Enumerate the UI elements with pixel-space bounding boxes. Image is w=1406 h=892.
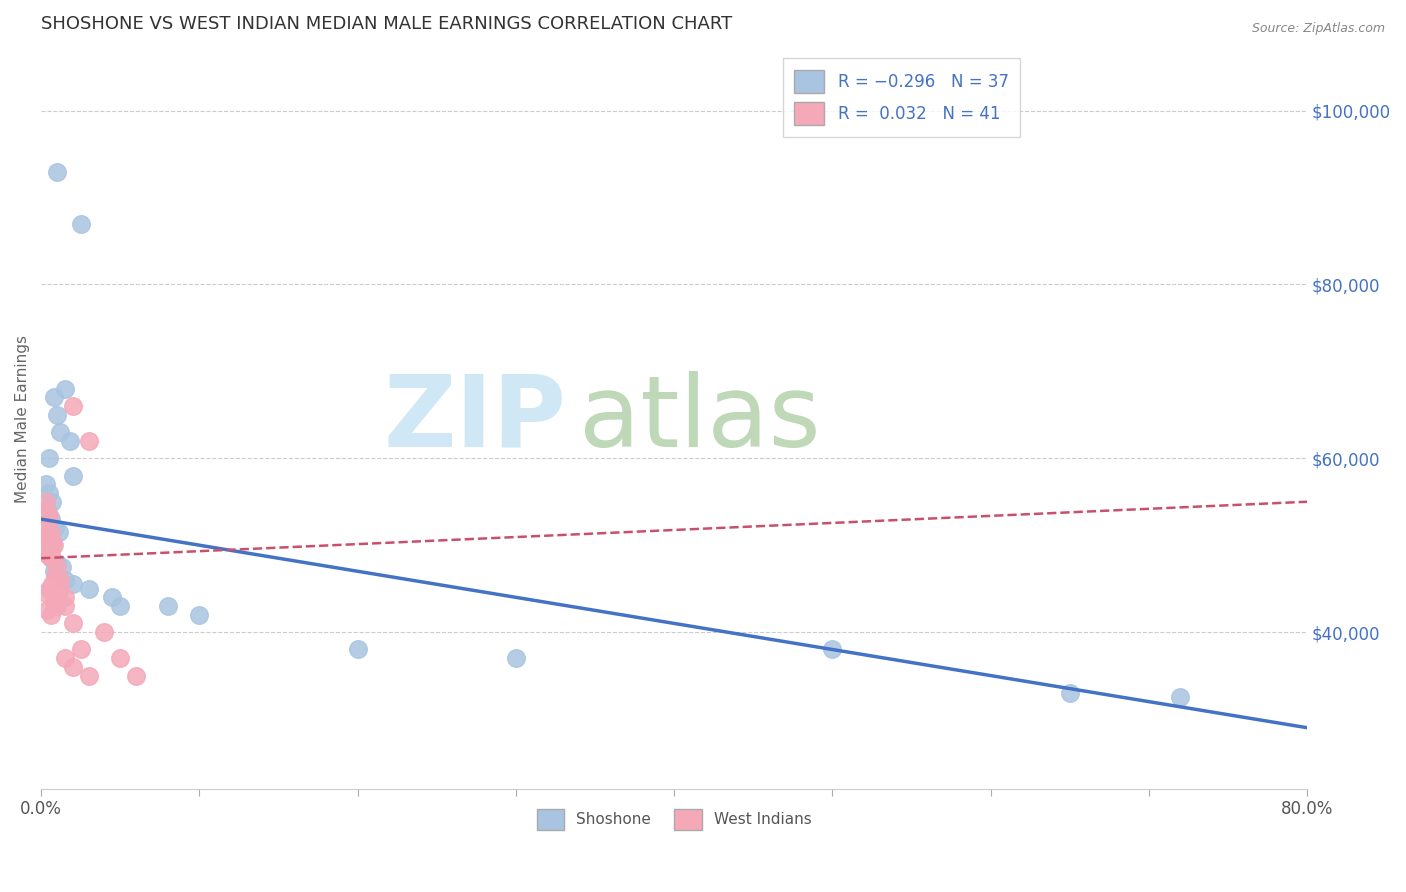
Point [37, 547, 59, 561]
Point [41, 577, 63, 591]
Point [62, 616, 84, 631]
Point [35, 586, 58, 600]
Legend: Shoshone, West Indians: Shoshone, West Indians [530, 803, 818, 837]
Point [44, 568, 66, 582]
Point [45, 164, 67, 178]
Point [38, 529, 60, 543]
Point [49, 573, 72, 587]
Point [77, 434, 100, 448]
Text: ZIP: ZIP [384, 371, 567, 467]
Point [38, 486, 60, 500]
Point [37, 603, 59, 617]
Point [42, 595, 65, 609]
Point [32, 503, 55, 517]
Point [44, 521, 66, 535]
Point [35, 512, 58, 526]
Point [53, 591, 76, 605]
Point [125, 668, 148, 682]
Point [37, 525, 59, 540]
Point [42, 391, 65, 405]
Point [35, 477, 58, 491]
Point [48, 525, 70, 540]
Point [39, 551, 62, 566]
Point [37, 547, 59, 561]
Point [505, 651, 527, 665]
Point [41, 551, 63, 566]
Point [38, 451, 60, 466]
Point [110, 651, 132, 665]
Point [1059, 686, 1081, 700]
Point [35, 516, 58, 531]
Point [1170, 690, 1192, 705]
Point [35, 529, 58, 543]
Point [101, 591, 124, 605]
Point [45, 560, 67, 574]
Point [39, 607, 62, 622]
Point [41, 494, 63, 508]
Point [53, 382, 76, 396]
Point [39, 551, 62, 566]
Point [32, 508, 55, 522]
Point [93, 625, 115, 640]
Point [49, 582, 72, 596]
Point [42, 538, 65, 552]
Point [45, 573, 67, 587]
Point [35, 494, 58, 508]
Point [346, 642, 368, 657]
Point [45, 599, 67, 613]
Point [69, 217, 91, 231]
Point [62, 660, 84, 674]
Point [62, 468, 84, 483]
Text: SHOSHONE VS WEST INDIAN MEDIAN MALE EARNINGS CORRELATION CHART: SHOSHONE VS WEST INDIAN MEDIAN MALE EARN… [41, 15, 733, 33]
Point [45, 408, 67, 422]
Point [58, 434, 80, 448]
Point [41, 538, 63, 552]
Point [77, 582, 100, 596]
Point [53, 651, 76, 665]
Point [39, 542, 62, 557]
Point [37, 521, 59, 535]
Point [53, 573, 76, 587]
Point [38, 533, 60, 548]
Point [38, 538, 60, 552]
Point [39, 512, 62, 526]
Point [110, 599, 132, 613]
Text: atlas: atlas [579, 371, 821, 467]
Point [821, 642, 844, 657]
Point [38, 582, 60, 596]
Point [62, 399, 84, 413]
Point [49, 425, 72, 440]
Point [188, 607, 211, 622]
Point [51, 560, 73, 574]
Point [69, 642, 91, 657]
Y-axis label: Median Male Earnings: Median Male Earnings [15, 335, 30, 503]
Point [42, 564, 65, 578]
Point [156, 599, 179, 613]
Point [38, 508, 60, 522]
Point [39, 525, 62, 540]
Point [53, 599, 76, 613]
Point [62, 577, 84, 591]
Point [32, 542, 55, 557]
Point [37, 503, 59, 517]
Point [41, 533, 63, 548]
Point [45, 556, 67, 570]
Text: Source: ZipAtlas.com: Source: ZipAtlas.com [1251, 22, 1385, 36]
Point [77, 668, 100, 682]
